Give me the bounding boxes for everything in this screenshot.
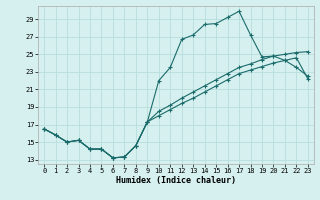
X-axis label: Humidex (Indice chaleur): Humidex (Indice chaleur) (116, 176, 236, 185)
